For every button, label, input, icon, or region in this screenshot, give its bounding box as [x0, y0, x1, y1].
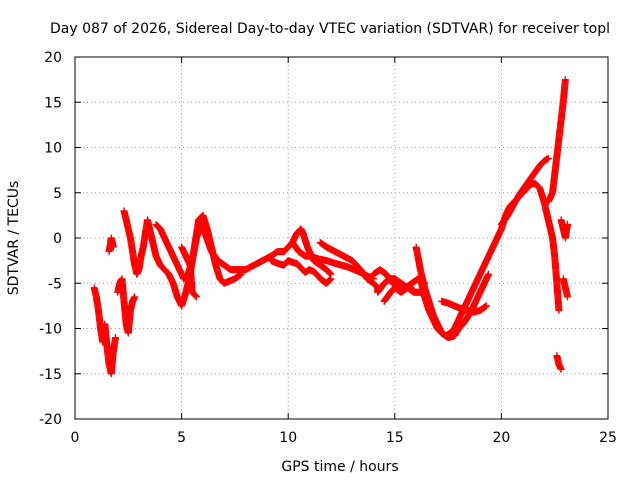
x-tick-label: 10	[279, 430, 297, 446]
data-point	[555, 306, 563, 314]
y-tick-label: 5	[53, 186, 62, 202]
y-axis-label: SDTVAR / TECUs	[6, 181, 22, 296]
grid-lines	[75, 57, 608, 419]
x-tick-label: 25	[599, 430, 617, 446]
x-tick-label: 20	[492, 430, 510, 446]
axes: 0 5 10 15 20 25 -20 -15 -10 -5 0 5 10 15 20	[39, 50, 617, 446]
data-point	[561, 76, 569, 84]
data-point	[109, 243, 117, 251]
data-point	[131, 293, 139, 301]
data-point	[482, 302, 490, 310]
data-point	[410, 286, 418, 294]
x-tick-label: 5	[177, 430, 186, 446]
data-point	[563, 220, 571, 228]
y-tick-label: 0	[53, 231, 62, 247]
y-tick-label: 15	[44, 95, 62, 111]
data-point	[112, 334, 120, 342]
y-tick-label: 10	[44, 141, 62, 157]
data-point	[563, 293, 571, 301]
y-tick-label: -20	[39, 412, 62, 428]
x-tick-label: 15	[386, 430, 404, 446]
data-point	[544, 154, 552, 162]
y-tick-label: -5	[48, 276, 62, 292]
data-point	[485, 270, 493, 278]
y-tick-label: 20	[44, 50, 62, 66]
data-point	[557, 365, 565, 373]
plot-frame	[74, 56, 609, 420]
y-tick-label: -15	[39, 367, 62, 383]
chart-title: Day 087 of 2026, Sidereal Day-to-day VTE…	[50, 21, 610, 37]
data-point	[193, 293, 201, 301]
data-points	[90, 76, 571, 378]
x-axis-label: GPS time / hours	[281, 459, 398, 475]
y-tick-label: -10	[39, 322, 62, 338]
x-tick-label: 0	[71, 430, 80, 446]
data-point	[327, 275, 335, 283]
